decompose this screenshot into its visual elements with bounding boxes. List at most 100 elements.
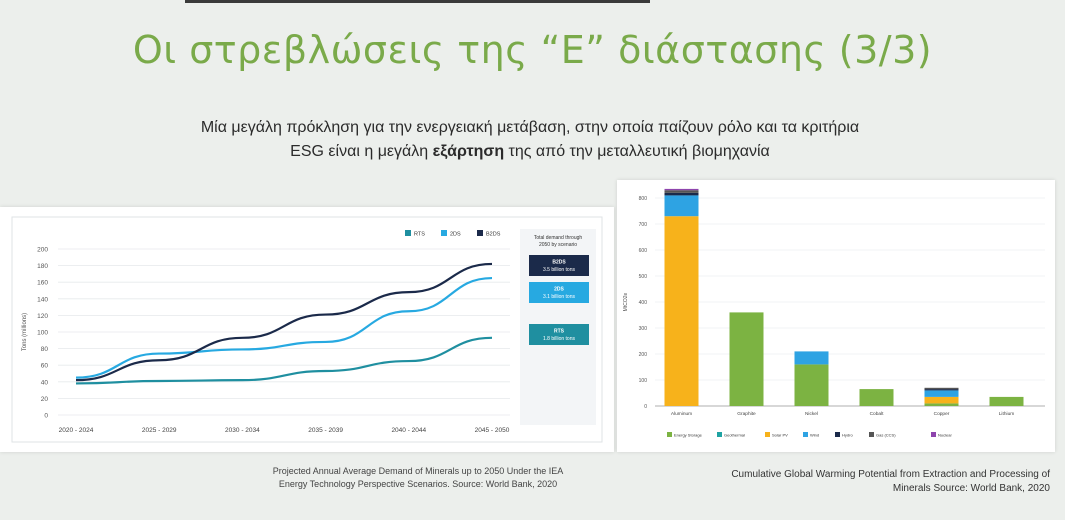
side-box-item-rts (529, 324, 589, 345)
bar-segment-nuclear-aluminum (664, 188, 699, 191)
legend-swatch-rts (405, 230, 411, 236)
side-box-title-line: Total demand through (534, 235, 583, 241)
bar-segment-energy-storage-copper (924, 403, 959, 406)
legend-label-b2ds: B2DS (486, 232, 501, 238)
subtitle-bold-word: εξάρτηση (432, 143, 505, 160)
y-tick-label: 180 (37, 263, 48, 270)
x-tick-label: Lithium (999, 411, 1014, 417)
bar-segment-solar-pv-aluminum (664, 216, 699, 406)
right-caption-line-2: Minerals Source: World Bank, 2020 (892, 483, 1050, 494)
subtitle-line-1: Μία μεγάλη πρόκληση για την ενεργειακή μ… (200, 119, 860, 136)
x-tick-label: 2045 - 2050 (475, 427, 510, 434)
bar-segment-wind-copper (924, 390, 959, 397)
side-box-item-b2ds (529, 255, 589, 276)
legend-swatch-nuclear (931, 432, 936, 437)
y-tick-label: 200 (639, 352, 648, 358)
bar-segment-energy-storage-nickel (794, 364, 829, 406)
x-tick-label: 2035 - 2039 (308, 427, 343, 434)
subtitle-line-2-post: της από την μεταλλευτική βιομηχανία (504, 143, 770, 160)
series-line-b2ds (75, 262, 493, 382)
y-tick-label: 100 (639, 378, 648, 384)
y-tick-label: 600 (639, 248, 648, 254)
y-axis-label: Tons (millions) (22, 313, 28, 351)
bar-segment-energy-storage-lithium (989, 396, 1024, 406)
side-box-amount: 1.8 billion tons (543, 336, 575, 342)
y-tick-label: 100 (37, 330, 48, 337)
legend-swatch-solar-pv (765, 432, 770, 437)
legend-label: Energy Storage (674, 433, 703, 438)
x-tick-label: Nickel (805, 411, 818, 417)
y-tick-label: 120 (37, 313, 48, 320)
y-tick-label: 60 (41, 363, 49, 370)
bar-segment-gas-ccs--aluminum (664, 190, 699, 193)
bar-segment-hydro-aluminum (664, 192, 699, 196)
legend-label: Nuclear (938, 433, 952, 438)
series-line-rts (75, 336, 493, 385)
y-tick-label: 40 (41, 379, 49, 386)
right-chart-caption: Cumulative Global Warming Potential from… (655, 468, 1050, 496)
y-tick-label: 400 (639, 300, 648, 306)
y-tick-label: 500 (639, 274, 648, 280)
right-caption-line-1: Cumulative Global Warming Potential from… (731, 469, 1050, 480)
legend-swatch-hydro (835, 432, 840, 437)
y-tick-label: 800 (639, 196, 648, 202)
left-caption-line-2: Energy Technology Perspective Scenarios.… (278, 479, 558, 489)
y-tick-label: 80 (41, 346, 49, 353)
x-tick-label: 2040 - 2044 (391, 427, 426, 434)
bar-segment-solar-pv-copper (924, 396, 959, 404)
bar-segment-energy-storage-graphite (729, 312, 764, 406)
legend-label: Gas (CCS) (876, 433, 896, 438)
y-tick-label: 0 (644, 404, 647, 410)
y-tick-label: 140 (37, 296, 48, 303)
mineral-demand-chart-panel: 0 20 40 60 80 100 120 140 160 180 200 Tons (million… (0, 207, 614, 452)
x-tick-label: 2020 - 2024 (59, 427, 94, 434)
bar-segment-energy-storage-cobalt (859, 389, 894, 406)
legend-label-2ds: 2DS (450, 232, 461, 238)
side-box-scenario: RTS (554, 329, 565, 335)
legend-swatch-gas-ccs- (869, 432, 874, 437)
chart-frame (11, 216, 603, 443)
left-chart-caption: Projected Annual Average Demand of Miner… (238, 465, 598, 491)
side-box-amount: 3.5 billion tons (543, 267, 575, 273)
slide-subtitle: Μία μεγάλη πρόκληση για την ενεργειακή μ… (100, 116, 960, 164)
legend-swatch-energy-storage (667, 432, 672, 437)
x-tick-label: Copper (934, 411, 950, 417)
legend-swatch-geothermal (717, 432, 722, 437)
legend-label-rts: RTS (414, 232, 425, 238)
side-box-item-2ds (529, 282, 589, 303)
bar-segment-gas-ccs--copper (924, 387, 959, 390)
legend-swatch-b2ds (477, 230, 483, 236)
side-box-amount: 3.1 billion tons (543, 294, 575, 300)
x-tick-label: Cobalt (870, 411, 885, 417)
x-tick-label: Graphite (737, 411, 756, 417)
x-tick-label: 2030 - 2034 (225, 427, 260, 434)
x-tick-label: 2025 - 2029 (142, 427, 177, 434)
legend-label: Wind (810, 433, 819, 438)
y-tick-label: 0 (44, 413, 48, 420)
side-box-scenario: B2DS (552, 260, 566, 266)
y-tick-label: 160 (37, 280, 48, 287)
x-tick-label: Aluminum (671, 411, 692, 417)
y-tick-label: 20 (41, 396, 49, 403)
legend-label: Hydro (842, 433, 853, 438)
y-tick-label: 700 (639, 222, 648, 228)
legend-swatch-2ds (441, 230, 447, 236)
y-tick-label: 200 (37, 247, 48, 254)
bar-segment-wind-nickel (794, 351, 829, 365)
slide-title: Οι στρεβλώσεις της “E” διάστασης (3/3) (132, 28, 933, 72)
bar-segment-hydro-copper (924, 389, 959, 391)
legend-label: Solar PV (772, 433, 788, 438)
top-bar (185, 0, 650, 3)
mineral-demand-line-chart: 0 20 40 60 80 100 120 140 160 180 200 Tons (million… (11, 216, 603, 443)
subtitle-line-2-pre: ESG είναι η μεγάλη (290, 143, 433, 160)
subtitle-line-2: ESG είναι η μεγάλη εξάρτηση της από την … (100, 140, 960, 164)
y-tick-label: 300 (639, 326, 648, 332)
legend-swatch-wind (803, 432, 808, 437)
warming-potential-bar-chart: 0 100 200 300 400 500 600 700 800 MtCO2e Aluminum G… (623, 188, 1045, 438)
bar-segment-wind-aluminum (664, 195, 699, 217)
left-caption-line-1: Projected Annual Average Demand of Miner… (272, 466, 564, 476)
side-box-scenario: 2DS (554, 287, 564, 293)
warming-potential-chart-panel: 0 100 200 300 400 500 600 700 800 MtCO2e Aluminum G… (617, 180, 1055, 452)
series-line-2ds (75, 276, 493, 379)
side-box-title-line: 2050 by scenario (539, 242, 577, 248)
